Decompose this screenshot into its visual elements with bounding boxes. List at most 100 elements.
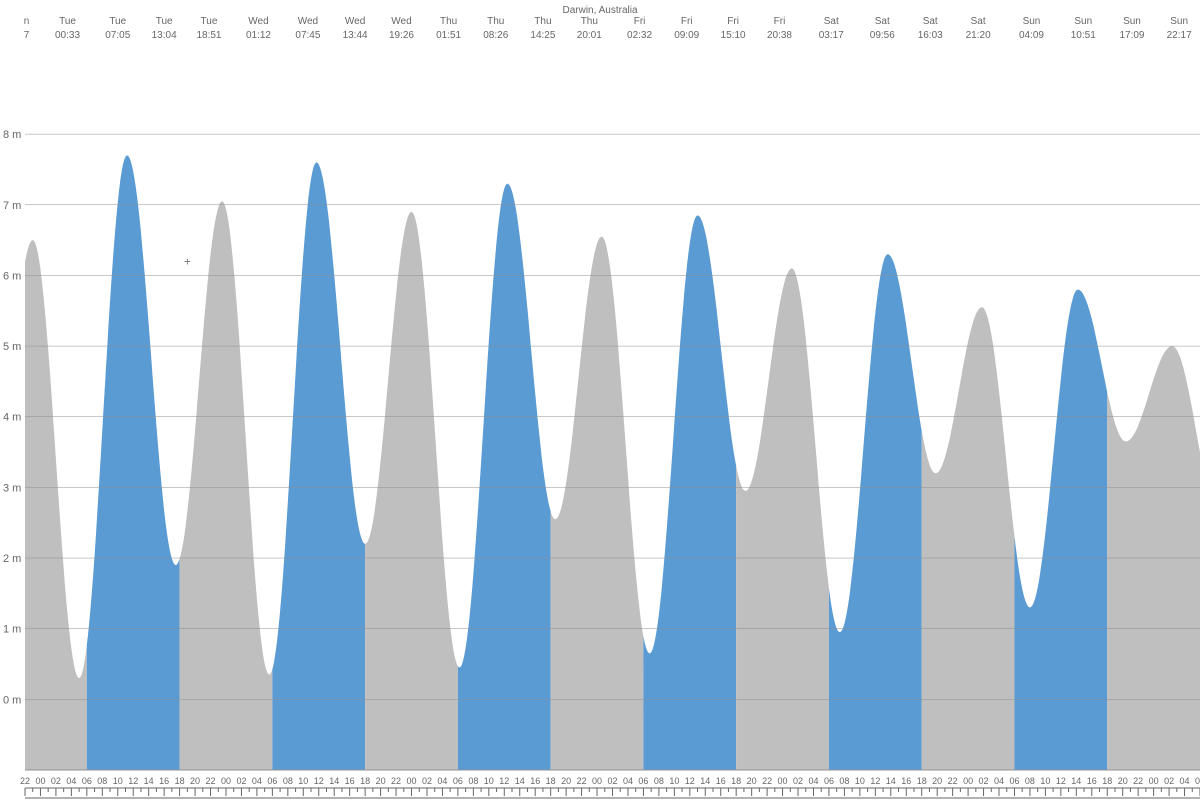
- chart-title: Darwin, Australia: [562, 5, 637, 16]
- top-time-label: 14:25: [530, 30, 555, 41]
- y-tick-label: 8 m: [3, 129, 21, 141]
- x-tick-label: 22: [391, 776, 401, 786]
- x-tick-label: 08: [1025, 776, 1035, 786]
- top-day-label: Fri: [774, 16, 786, 27]
- x-tick-label: 22: [577, 776, 587, 786]
- y-tick-label: 6 m: [3, 270, 21, 282]
- top-day-label: Sun: [1123, 16, 1141, 27]
- top-time-label: 09:09: [674, 30, 699, 41]
- top-time-label: 08:26: [483, 30, 508, 41]
- top-day-label: Tue: [59, 16, 76, 27]
- x-tick-label: 10: [298, 776, 308, 786]
- x-tick-label: 18: [175, 776, 185, 786]
- top-day-label: Sun: [1074, 16, 1092, 27]
- tide-chart: 0 m1 m2 m3 m4 m5 m6 m7 m8 m2200020406081…: [0, 0, 1200, 800]
- x-tick-label: 20: [932, 776, 942, 786]
- x-tick-label: 22: [20, 776, 30, 786]
- x-tick-label: 00: [592, 776, 602, 786]
- x-tick-label: 08: [839, 776, 849, 786]
- x-tick-label: 20: [1118, 776, 1128, 786]
- x-tick-label: 06: [638, 776, 648, 786]
- x-tick-label: 10: [855, 776, 865, 786]
- x-tick-label: 12: [870, 776, 880, 786]
- top-time-label: 07:05: [105, 30, 130, 41]
- top-time-label: 01:12: [246, 30, 271, 41]
- top-day-label: Fri: [634, 16, 646, 27]
- x-tick-label: 02: [236, 776, 246, 786]
- top-time-label: 21:20: [966, 30, 991, 41]
- top-time-label: 16:03: [918, 30, 943, 41]
- x-tick-label: 02: [979, 776, 989, 786]
- top-day-label: Thu: [534, 16, 551, 27]
- y-tick-label: 1 m: [3, 624, 21, 636]
- x-tick-label: 06: [82, 776, 92, 786]
- top-time-label: 09:56: [870, 30, 895, 41]
- x-tick-label: 16: [901, 776, 911, 786]
- top-day-label: Wed: [391, 16, 411, 27]
- x-tick-label: 14: [886, 776, 896, 786]
- x-tick-label: 14: [144, 776, 154, 786]
- x-tick-label: 12: [685, 776, 695, 786]
- y-tick-label: 0 m: [3, 694, 21, 706]
- x-tick-label: 10: [484, 776, 494, 786]
- top-day-label: Tue: [156, 16, 173, 27]
- x-tick-label: 04: [437, 776, 447, 786]
- x-tick-label: 22: [206, 776, 216, 786]
- top-time-label: 13:04: [152, 30, 177, 41]
- x-tick-label: 20: [561, 776, 571, 786]
- top-day-label: Sat: [971, 16, 986, 27]
- top-time-label: 7: [24, 30, 30, 41]
- x-tick-label: 00: [407, 776, 417, 786]
- top-time-label: 17:09: [1119, 30, 1144, 41]
- x-tick-label: 22: [1133, 776, 1143, 786]
- top-day-label: Sat: [824, 16, 839, 27]
- x-tick-label: 02: [607, 776, 617, 786]
- top-time-label: 19:26: [389, 30, 414, 41]
- x-tick-label: 22: [948, 776, 958, 786]
- x-tick-label: 12: [128, 776, 138, 786]
- x-tick-label: 06: [1009, 776, 1019, 786]
- top-day-label: Sat: [923, 16, 938, 27]
- x-tick-label: 20: [190, 776, 200, 786]
- top-time-label: 04:09: [1019, 30, 1044, 41]
- x-tick-label: 16: [345, 776, 355, 786]
- x-tick-label: 10: [113, 776, 123, 786]
- x-tick-label: 00: [221, 776, 231, 786]
- x-tick-label: 14: [700, 776, 710, 786]
- top-day-label: n: [24, 16, 30, 27]
- top-day-label: Tue: [201, 16, 218, 27]
- x-tick-label: 02: [51, 776, 61, 786]
- y-tick-label: 4 m: [3, 412, 21, 424]
- x-tick-label: 18: [731, 776, 741, 786]
- x-tick-label: 12: [314, 776, 324, 786]
- x-tick-label: 06: [453, 776, 463, 786]
- x-tick-label: 22: [762, 776, 772, 786]
- x-tick-label: 02: [422, 776, 432, 786]
- x-tick-label: 04: [623, 776, 633, 786]
- y-tick-label: 3 m: [3, 482, 21, 494]
- x-tick-label: 18: [360, 776, 370, 786]
- x-tick-label: 16: [716, 776, 726, 786]
- y-tick-label: 2 m: [3, 553, 21, 565]
- x-tick-label: 20: [376, 776, 386, 786]
- top-day-label: Wed: [345, 16, 365, 27]
- x-tick-label: 12: [1056, 776, 1066, 786]
- x-tick-label: 00: [778, 776, 788, 786]
- x-tick-label: 16: [1087, 776, 1097, 786]
- top-day-label: Sat: [875, 16, 890, 27]
- top-time-label: 22:17: [1167, 30, 1192, 41]
- x-tick-label: 18: [546, 776, 556, 786]
- x-tick-label: 08: [283, 776, 293, 786]
- x-tick-label: 16: [159, 776, 169, 786]
- cursor-mark: +: [184, 255, 191, 269]
- x-tick-label: 04: [1180, 776, 1190, 786]
- top-time-label: 20:01: [577, 30, 602, 41]
- x-tick-label: 06: [1195, 776, 1200, 786]
- top-day-label: Thu: [581, 16, 598, 27]
- top-time-label: 10:51: [1071, 30, 1096, 41]
- x-tick-label: 20: [747, 776, 757, 786]
- x-tick-label: 14: [1071, 776, 1081, 786]
- top-time-label: 15:10: [721, 30, 746, 41]
- x-tick-label: 06: [824, 776, 834, 786]
- x-tick-label: 14: [515, 776, 525, 786]
